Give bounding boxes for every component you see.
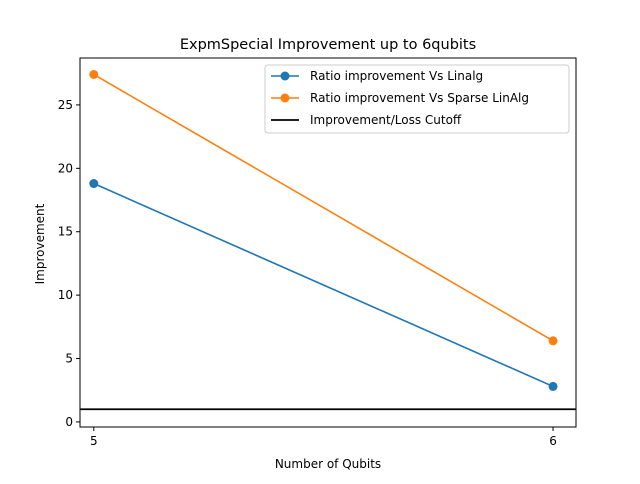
- series-line-2: [93, 73, 554, 342]
- legend-marker-1: [280, 71, 290, 81]
- x-tick-label: 6: [549, 434, 557, 448]
- y-tick-label: 15: [58, 225, 73, 239]
- y-tick-label: 10: [58, 288, 73, 302]
- plot-area: [80, 69, 576, 411]
- data-point-s2-1: [89, 69, 99, 79]
- data-point-s1-1: [89, 179, 99, 189]
- y-tick-label: 0: [65, 415, 73, 429]
- legend-label-2: Ratio improvement Vs Sparse LinAlg: [310, 91, 529, 105]
- x-tick-label: 5: [90, 434, 98, 448]
- x-axis-label: Number of Qubits: [275, 457, 381, 471]
- legend-marker-2: [280, 93, 290, 103]
- legend-label-3: Improvement/Loss Cutoff: [310, 113, 462, 127]
- legend: Ratio improvement Vs Linalg Ratio improve…: [264, 64, 570, 134]
- y-axis-label: Improvement: [33, 203, 47, 284]
- axes: 5 6 0 5 10 15 20 25: [58, 57, 577, 448]
- data-point-s1-2: [548, 381, 558, 391]
- legend-label-1: Ratio improvement Vs Linalg: [310, 69, 483, 83]
- y-tick-label: 25: [58, 98, 73, 112]
- series-line-1: [93, 182, 554, 388]
- axes-frame: [79, 57, 577, 428]
- legend-box: [264, 64, 570, 134]
- data-point-s2-2: [548, 336, 558, 346]
- y-tick-label: 5: [65, 352, 73, 366]
- chart-title: ExpmSpecial Improvement up to 6qubits: [180, 37, 476, 53]
- y-tick-label: 20: [58, 161, 73, 175]
